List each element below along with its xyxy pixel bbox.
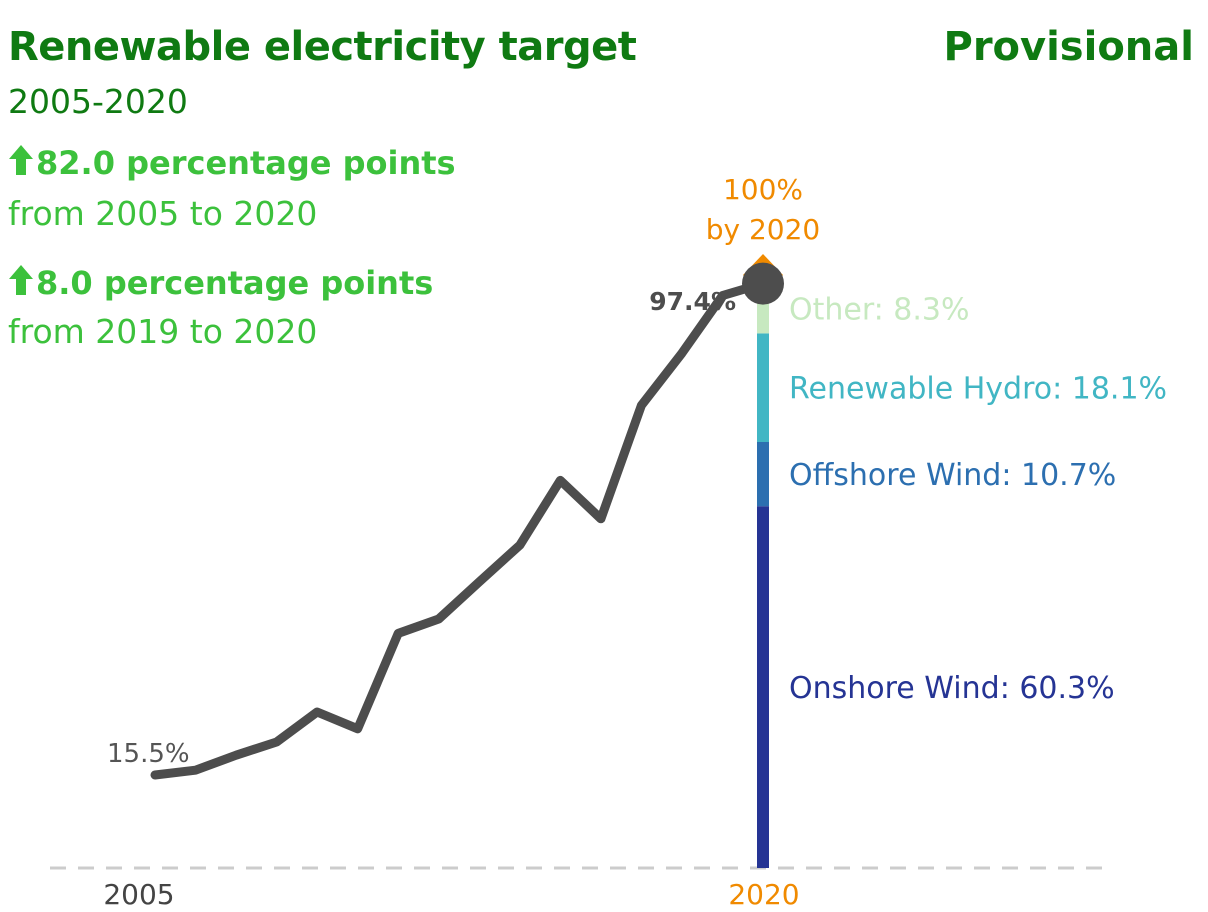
- stat-long-term-value: 82.0 percentage points: [36, 144, 456, 182]
- breakdown-bar-segment: [757, 506, 769, 868]
- page-title: Renewable electricity target: [8, 24, 637, 70]
- series-line: [150, 279, 768, 780]
- breakdown-label: Offshore Wind: 10.7%: [789, 458, 1116, 493]
- date-range-subtitle: 2005-2020: [8, 82, 188, 121]
- up-arrow-icon: [8, 264, 34, 304]
- stat-long-term-detail: from 2005 to 2020: [8, 194, 318, 233]
- breakdown-bar-segment: [757, 442, 769, 507]
- x-tick-label-start: 2005: [103, 878, 174, 911]
- x-tick-label-end: 2020: [728, 878, 799, 911]
- target-label-line1: 100%: [723, 173, 803, 206]
- breakdown-labels: Onshore Wind: 60.3% Offshore Wind: 10.7% R…: [789, 293, 1167, 707]
- stat-annual-value: 8.0 percentage points: [36, 264, 434, 302]
- breakdown-label: Onshore Wind: 60.3%: [789, 671, 1115, 706]
- breakdown-stack: [757, 283, 769, 868]
- up-arrow-icon: [8, 144, 34, 184]
- breakdown-bar-segment: [757, 333, 769, 442]
- target-label-line2: by 2020: [706, 213, 821, 246]
- provisional-label: Provisional: [943, 24, 1195, 70]
- stat-annual-detail: from 2019 to 2020: [8, 312, 318, 351]
- end-value-label: 97.4%: [649, 287, 736, 316]
- breakdown-label: Other: 8.3%: [789, 293, 970, 328]
- stat-annual-headline: 8.0 percentage points: [8, 264, 433, 304]
- stat-long-term-headline: 82.0 percentage points: [8, 144, 456, 184]
- start-value-label: 15.5%: [107, 739, 190, 769]
- end-point: [742, 262, 784, 305]
- breakdown-label: Renewable Hydro: 18.1%: [789, 372, 1167, 407]
